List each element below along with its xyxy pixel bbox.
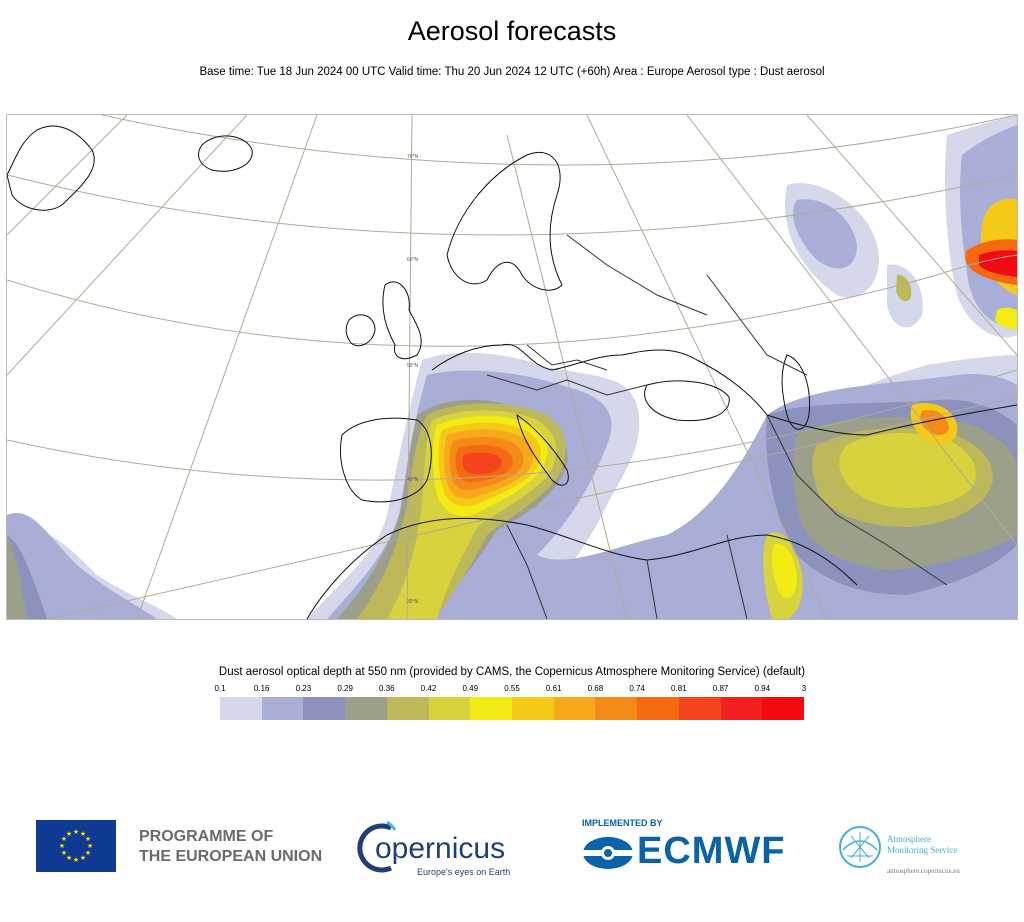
svg-text:★: ★ [80,830,86,838]
cams-logo[interactable]: Atmosphere Monitoring Service atmosphere… [835,820,985,880]
legend-swatch-10 [637,697,679,720]
legend-tick: 0.61 [545,684,562,693]
legend-title: Dust aerosol optical depth at 550 nm (pr… [218,666,806,678]
legend-tick: 0.87 [712,684,729,693]
legend-swatch-11 [678,697,721,720]
svg-text:★: ★ [80,854,86,862]
legend-swatch-7 [512,697,554,720]
eu-programme-text: PROGRAMME OF THE EUROPEAN UNION [139,827,322,867]
svg-text:★: ★ [73,856,79,864]
eu-flag-icon: ★ ★ ★ ★ ★ ★ ★ ★ ★ ★ ★ ★ [36,820,116,872]
svg-text:★: ★ [61,835,67,843]
lat-label-40: 40°N [407,477,419,483]
lat-label-60: 60°N [407,257,419,263]
lat-label-70: 70°N [407,154,419,160]
legend-ticks: 0.1 0.16 0.23 0.29 0.36 0.42 0.49 0.55 0… [214,684,807,696]
legend-color-bar [220,697,805,720]
graticule [7,115,1017,619]
ecmwf-logo[interactable]: IMPLEMENTED BY ECMWF [582,818,802,878]
copernicus-logo[interactable]: opernicus Europe's eyes on Earth [357,818,517,878]
svg-text:★: ★ [66,830,72,838]
legend-tick: 0.23 [295,684,312,693]
svg-text:★: ★ [73,828,79,836]
svg-text:★: ★ [85,835,91,843]
forecast-info: Base time: Tue 18 Jun 2024 00 UTC Valid … [199,66,825,78]
lat-label-30: 30°N [407,599,419,605]
implemented-by-label: IMPLEMENTED BY [582,818,663,828]
globe-icon [839,826,881,868]
page-title: Aerosol forecasts [407,16,617,46]
legend-tick: 0.42 [420,684,437,693]
svg-text:★: ★ [66,854,72,862]
footer-logos: ★ ★ ★ ★ ★ ★ ★ ★ ★ ★ ★ ★ PROGRAMME OF THE EUROPEA… [0,800,1024,910]
legend-swatch-4 [386,697,429,720]
cams-line2: Monitoring Service [887,845,958,855]
latitude-labels: 70°N 60°N 50°N 40°N 30°N [407,154,419,605]
copernicus-tagline: Europe's eyes on Earth [417,867,511,877]
copernicus-word: opernicus [375,832,506,865]
legend-tick: 0.55 [504,684,520,693]
legend-swatch-9 [595,697,638,720]
legend-swatch-13 [762,697,805,720]
legend-tick: 0.36 [379,684,395,693]
legend-swatch-6 [470,697,513,720]
ecmwf-word: ECMWF [637,830,786,872]
svg-text:★: ★ [85,849,91,857]
legend-swatch-5 [428,697,471,720]
legend-tick: 0.49 [462,684,479,693]
eu-text-line1: PROGRAMME OF [139,828,274,845]
legend-tick: 0.1 [214,684,226,693]
legend-swatch-2 [303,697,346,720]
svg-text:★: ★ [61,849,67,857]
legend-swatch-0 [220,697,262,720]
legend-swatch-8 [553,697,596,720]
legend-tick: 0.16 [253,684,270,693]
legend-tick: 0.29 [337,684,353,693]
eu-text-line2: THE EUROPEAN UNION [139,848,323,865]
legend-swatch-3 [345,697,387,720]
dust-field [7,115,1017,619]
svg-text:★: ★ [59,842,65,850]
legend-tick: 0.94 [754,684,771,693]
legend-tick: 0.68 [587,684,604,693]
cams-url: atmosphere.copernicus.eu [887,867,960,875]
legend-swatch-1 [261,697,304,720]
cams-name: Atmosphere Monitoring Service [887,834,957,856]
copernicus-c-icon [357,820,397,873]
legend-swatch-12 [720,697,763,720]
legend-tick: 0.74 [629,684,645,693]
ecmwf-emblem-icon [582,837,634,869]
cams-line1: Atmosphere [887,834,931,844]
legend-tick: 3 [801,684,807,693]
coastlines-and-borders [7,125,1017,619]
svg-text:★: ★ [87,842,93,850]
dust-aerosol-map[interactable]: 70°N 60°N 50°N 40°N 30°N [6,114,1018,620]
lat-label-50: 50°N [407,363,419,369]
legend-tick: 0.81 [671,684,687,693]
